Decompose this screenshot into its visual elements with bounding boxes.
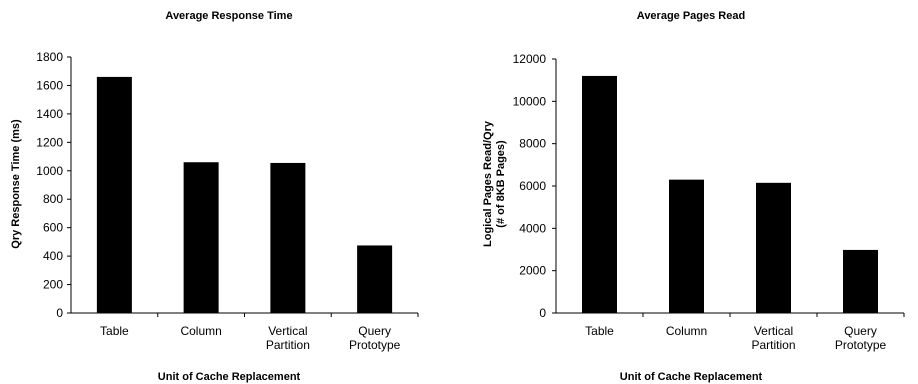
y-tick-label: 1000 (36, 164, 63, 178)
y-tick-label: 600 (43, 221, 63, 235)
y-tick-label: 10000 (513, 94, 547, 108)
y-tick-label: 0 (56, 306, 63, 320)
bar (183, 162, 219, 313)
y-tick-label: 8000 (519, 137, 546, 151)
y-tick-label: 12000 (513, 52, 547, 66)
bar (96, 76, 132, 314)
bar (357, 245, 393, 313)
category-label: Vertical (268, 324, 307, 338)
y-ticks: 0 200 400 600 800 1000 1200 1400 1600 1800 (36, 50, 71, 320)
category-label: Table (100, 324, 129, 338)
y-tick-label: 400 (43, 249, 63, 263)
category-label: Vertical (754, 324, 793, 338)
bar (669, 179, 704, 313)
y-tick-label: 1200 (36, 135, 63, 149)
y-ticks: 0 2000 4000 6000 8000 10000 12000 (513, 52, 556, 320)
bars (96, 76, 393, 314)
category-label: Partition (266, 338, 310, 352)
y-tick-label: 1800 (36, 50, 63, 64)
y-tick-label: 800 (43, 192, 63, 206)
category-label: Column (666, 324, 707, 338)
y-axis-label-line-1: Logical Pages Read/Qry (482, 120, 494, 247)
x-axis-label: Unit of Cache Replacement (158, 371, 301, 383)
category-label: Query (358, 324, 391, 338)
y-tick-label: 6000 (519, 179, 546, 193)
y-tick-label: 1600 (36, 78, 63, 92)
y-tick-label: 2000 (519, 264, 546, 278)
chart-title: Average Response Time (165, 10, 292, 22)
y-tick-label: 0 (539, 306, 546, 320)
y-tick-label: 1400 (36, 107, 63, 121)
category-label: Query (844, 324, 877, 338)
y-tick-label: 200 (43, 278, 63, 292)
category-label: Prototype (349, 338, 401, 352)
bar (582, 75, 617, 313)
y-axis-label-line-2: (# of 8KB Pages) (495, 140, 507, 228)
chart-response-time: Average Response Time Unit of Cache Repl… (10, 10, 419, 383)
category-label: Prototype (835, 338, 887, 352)
y-axis-label: Qry Response Time (ms) (10, 119, 22, 249)
bar (270, 162, 306, 313)
bar (756, 182, 791, 313)
chart-title: Average Pages Read (637, 10, 745, 22)
chart-pages-read: Average Pages Read Unit of Cache Replace… (482, 10, 905, 383)
category-label: Table (585, 324, 614, 338)
category-label: Partition (751, 338, 795, 352)
bars (582, 75, 878, 313)
category-label: Column (180, 324, 221, 338)
y-tick-label: 4000 (519, 221, 546, 235)
bar (843, 249, 878, 313)
x-axis-label: Unit of Cache Replacement (620, 371, 763, 383)
